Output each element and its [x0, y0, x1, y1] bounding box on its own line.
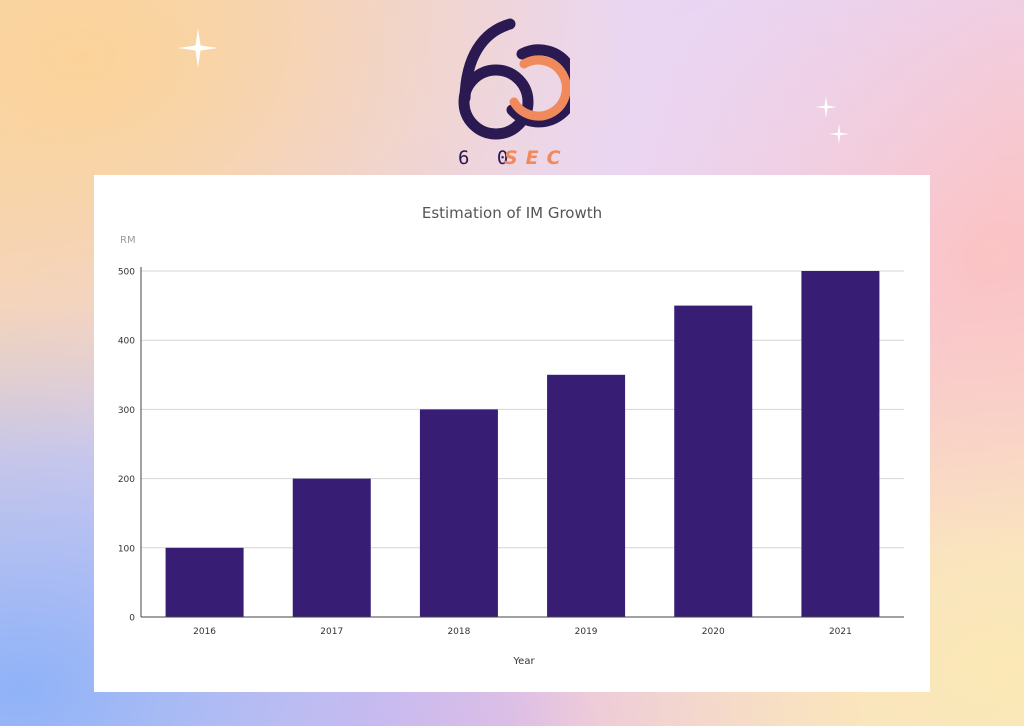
- sparkle-icon: [829, 124, 849, 144]
- x-tick-label: 2020: [702, 627, 725, 637]
- bar-2016: [165, 547, 244, 617]
- sparkle-icon: [815, 96, 837, 118]
- bar-2021: [801, 271, 880, 617]
- x-tick-label: 2019: [575, 627, 598, 637]
- x-tick-label: 2021: [829, 627, 852, 637]
- y-unit-label: RM: [120, 235, 136, 246]
- sparkle-icon: [178, 28, 218, 68]
- x-axis-label: Year: [512, 656, 535, 667]
- bar-2017: [292, 478, 371, 617]
- y-tick-label: 400: [118, 337, 135, 347]
- brand-logo: 6 0 SEC: [458, 18, 570, 169]
- x-tick-label: 2018: [447, 627, 470, 637]
- x-tick-label: 2017: [320, 627, 343, 637]
- y-tick-label: 200: [118, 475, 135, 485]
- y-tick-label: 300: [118, 406, 135, 416]
- y-tick-label: 0: [129, 614, 135, 624]
- bar-chart: Estimation of IM Growth RM 0 100 200 300 400…: [118, 204, 904, 667]
- y-tick-label: 100: [118, 544, 135, 554]
- x-tick-label: 2016: [193, 627, 216, 637]
- svg-text:6 0: 6 0: [458, 147, 516, 169]
- bar-2020: [674, 305, 753, 617]
- chart-card: Estimation of IM Growth RM 0 100 200 300 400…: [94, 175, 930, 692]
- bar-2018: [419, 409, 498, 617]
- chart-title: Estimation of IM Growth: [422, 204, 602, 222]
- y-tick-label: 500: [118, 268, 135, 278]
- svg-text:SEC: SEC: [504, 147, 569, 169]
- bar-2019: [547, 374, 626, 617]
